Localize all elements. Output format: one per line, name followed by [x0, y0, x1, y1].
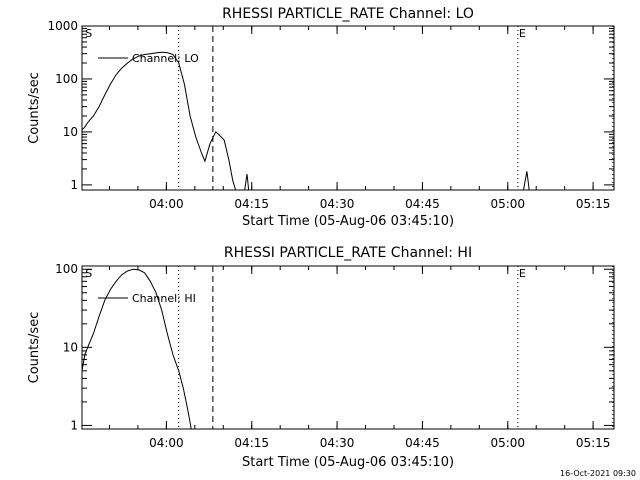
chart-panel-hi: RHESSI PARTICLE_RATE Channel: HI 04:00 04:…	[27, 245, 615, 470]
y-tick-label: 10	[63, 340, 78, 354]
y-tick-label: 1	[70, 178, 78, 192]
series-line-hi	[81, 268, 192, 430]
plot-timestamp: 16-Oct-2021 09:30	[560, 469, 636, 478]
chart-title: RHESSI PARTICLE_RATE Channel: LO	[222, 6, 474, 22]
x-tick-label: 05:15	[576, 197, 611, 211]
series-line-lo	[81, 51, 530, 191]
chart-panel-lo: RHESSI PARTICLE_RATE Channel: LO 04:00 04:…	[27, 6, 615, 229]
x-tick-label: 04:15	[234, 436, 269, 450]
x-tick-label: 04:30	[320, 197, 355, 211]
x-tick-label: 04:45	[405, 436, 440, 450]
y-tick-label: 1	[70, 418, 78, 432]
y-axis-label: Counts/sec	[27, 312, 42, 384]
x-tick-label: 04:00	[149, 197, 184, 211]
event-marker-label: S	[85, 267, 92, 280]
y-tick-label: 10	[63, 125, 78, 139]
x-axis-label: Start Time (05-Aug-06 03:45:10)	[242, 455, 454, 470]
event-marker-label: S	[85, 27, 92, 40]
y-tick-label: 100	[55, 262, 78, 276]
legend-label: Channel: LO	[132, 52, 199, 65]
plot-frame	[81, 265, 615, 430]
x-tick-label: 04:30	[320, 436, 355, 450]
x-tick-label: 05:15	[576, 436, 611, 450]
y-tick-label: 1000	[47, 19, 78, 33]
plot-frame	[81, 25, 615, 191]
x-tick-label: 04:45	[405, 197, 440, 211]
x-tick-label: 04:00	[149, 436, 184, 450]
event-marker-label: E	[519, 267, 526, 280]
legend-label: Channel: HI	[132, 292, 196, 305]
chart-title: RHESSI PARTICLE_RATE Channel: HI	[224, 245, 472, 261]
y-axis-label: Counts/sec	[27, 72, 42, 144]
x-tick-label: 04:15	[234, 197, 269, 211]
x-tick-label: 05:00	[490, 436, 525, 450]
x-tick-label: 05:00	[490, 197, 525, 211]
event-marker-label: E	[519, 27, 526, 40]
y-tick-label: 100	[55, 72, 78, 86]
x-axis-label: Start Time (05-Aug-06 03:45:10)	[242, 214, 454, 229]
